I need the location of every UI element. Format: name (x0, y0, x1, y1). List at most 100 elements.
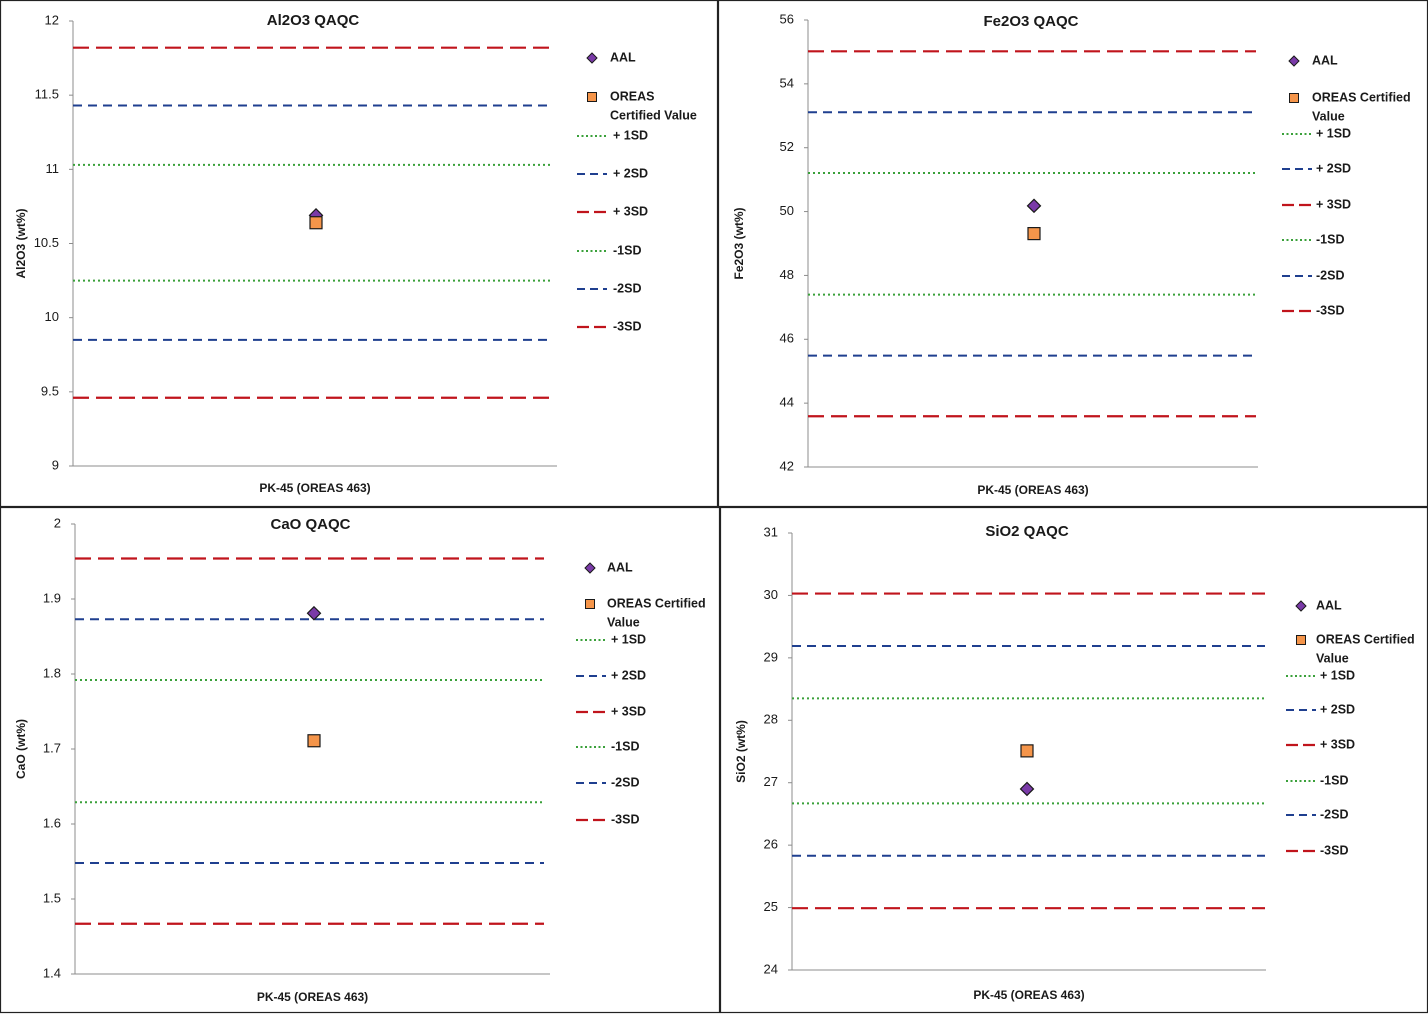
legend-line-label: -2SD (611, 775, 639, 789)
chart-legend: AAL OREAS Certified Value + 1SD + 2SD + 3SD -1… (577, 50, 697, 333)
chart-title: Fe2O3 QAQC (983, 13, 1078, 30)
legend-line-label: -2SD (1320, 807, 1348, 821)
legend-line-label: -2SD (613, 281, 641, 295)
legend-aal-label: AAL (610, 50, 636, 64)
y-tick-label: 54 (780, 75, 794, 90)
y-tick-label: 1.7 (43, 740, 61, 755)
y-tick-label: 24 (764, 961, 778, 976)
legend-line-label: + 1SD (611, 632, 646, 646)
legend-oreas-label: OREAS Certified (1316, 632, 1415, 646)
legend-line-label: + 2SD (611, 668, 646, 682)
legend-aal-marker (586, 52, 598, 64)
legend-line-label: -1SD (613, 243, 641, 257)
legend-oreas-marker (585, 599, 595, 609)
y-tick-label: 46 (780, 331, 794, 346)
chart-legend: AAL OREAS Certified Value + 1SD + 2SD + 3SD -1… (576, 560, 706, 826)
legend-line-label: -2SD (1316, 268, 1344, 282)
y-axis-label: Fe2O3 (wt%) (732, 207, 746, 279)
chart-panel-border (0, 0, 719, 508)
y-tick-label: 1.9 (43, 590, 61, 605)
legend-oreas-marker (1296, 635, 1306, 645)
y-tick-label: 10.5 (34, 235, 59, 250)
legend-line-label: -1SD (611, 739, 639, 753)
chart-legend: AAL OREAS Certified Value + 1SD + 2SD + 3SD -1… (1286, 598, 1415, 857)
y-tick-label: 26 (764, 837, 778, 852)
legend-aal-marker (584, 562, 596, 574)
legend-line-label: -1SD (1316, 232, 1344, 246)
legend-line-label: + 2SD (613, 166, 648, 180)
y-axis-label: CaO (wt%) (14, 719, 28, 779)
aal-point (306, 605, 322, 621)
legend-aal-label: AAL (607, 560, 633, 574)
y-tick-label: 56 (780, 11, 794, 26)
oreas-certified-point (309, 216, 323, 230)
y-tick-label: 1.6 (43, 815, 61, 830)
qaqc-chart-1: Al2O3 QAQC 9 9.5 10 10.5 11 11.5 12 Al2O3 (wt%) P… (0, 0, 719, 508)
y-tick-label: 48 (780, 267, 794, 282)
legend-aal-marker (1295, 600, 1307, 612)
legend-line-label: + 3SD (1316, 197, 1351, 211)
y-tick-label: 44 (780, 395, 794, 410)
y-tick-label: 25 (764, 899, 778, 914)
y-tick-label: 28 (764, 712, 778, 727)
legend-line-label: + 2SD (1316, 161, 1351, 175)
y-tick-label: 2 (54, 515, 61, 530)
x-axis-label: PK-45 (OREAS 463) (977, 483, 1088, 497)
legend-line-label: -3SD (1316, 303, 1344, 317)
legend-aal-marker (1288, 55, 1300, 67)
y-tick-label: 10 (45, 309, 59, 324)
y-tick-label: 50 (780, 203, 794, 218)
legend-line-label: -3SD (611, 812, 639, 826)
oreas-certified-point (307, 734, 321, 748)
aal-point (1019, 781, 1035, 797)
chart-title: CaO QAQC (270, 516, 350, 533)
y-tick-label: 1.4 (43, 965, 61, 980)
legend-line-label: -1SD (1320, 773, 1348, 787)
chart-title: Al2O3 QAQC (267, 12, 360, 29)
y-axis-label: SiO2 (wt%) (734, 720, 748, 783)
chart-title: SiO2 QAQC (985, 523, 1069, 540)
y-tick-label: 11 (46, 161, 60, 176)
chart-panel-border (0, 506, 721, 1014)
x-axis-label: PK-45 (OREAS 463) (259, 481, 370, 495)
y-tick-label: 29 (764, 649, 778, 664)
y-tick-label: 1.5 (43, 890, 61, 905)
y-tick-label: 27 (764, 774, 778, 789)
legend-aal-label: AAL (1312, 53, 1338, 67)
y-tick-label: 11.5 (35, 87, 59, 102)
oreas-certified-point (1027, 227, 1041, 241)
y-tick-label: 30 (764, 587, 778, 602)
y-tick-label: 42 (780, 458, 794, 473)
legend-line-label: -3SD (613, 319, 641, 333)
x-axis-label: PK-45 (OREAS 463) (973, 988, 1084, 1002)
legend-line-label: + 1SD (1320, 668, 1355, 682)
legend-line-label: + 2SD (1320, 702, 1355, 716)
y-tick-label: 9.5 (41, 383, 59, 398)
legend-oreas-label: OREAS Certified (1312, 90, 1411, 104)
chart-legend: AAL OREAS Certified Value + 1SD + 2SD + 3SD -1… (1282, 53, 1411, 317)
chart-panel-border (717, 0, 1428, 508)
aal-point (1026, 198, 1042, 214)
qaqc-chart-4: SiO2 QAQC 24 25 26 27 28 29 30 31 SiO2 (wt%) PK-45… (719, 506, 1428, 1014)
legend-oreas-label: OREAS Certified (607, 596, 706, 610)
legend-oreas-label-cont: Value (1316, 651, 1349, 665)
legend-aal-label: AAL (1316, 598, 1342, 612)
y-tick-label: 9 (52, 457, 59, 472)
legend-oreas-label-cont: Certified Value (610, 108, 697, 122)
legend-oreas-label: OREAS (610, 89, 654, 103)
chart-panel-border (719, 506, 1428, 1014)
legend-oreas-label-cont: Value (607, 615, 640, 629)
y-tick-label: 12 (45, 12, 59, 27)
legend-oreas-label-cont: Value (1312, 109, 1345, 123)
legend-oreas-marker (587, 92, 597, 102)
y-tick-label: 31 (764, 524, 778, 539)
y-tick-label: 52 (780, 139, 794, 154)
legend-line-label: + 1SD (1316, 126, 1351, 140)
legend-line-label: + 3SD (1320, 737, 1355, 751)
legend-line-label: + 3SD (611, 704, 646, 718)
oreas-certified-point (1020, 744, 1034, 758)
legend-oreas-marker (1289, 93, 1299, 103)
qaqc-chart-2: Fe2O3 QAQC 42 44 46 48 50 52 54 56 Fe2O3 (wt%) PK-… (717, 0, 1428, 508)
legend-line-label: -3SD (1320, 843, 1348, 857)
